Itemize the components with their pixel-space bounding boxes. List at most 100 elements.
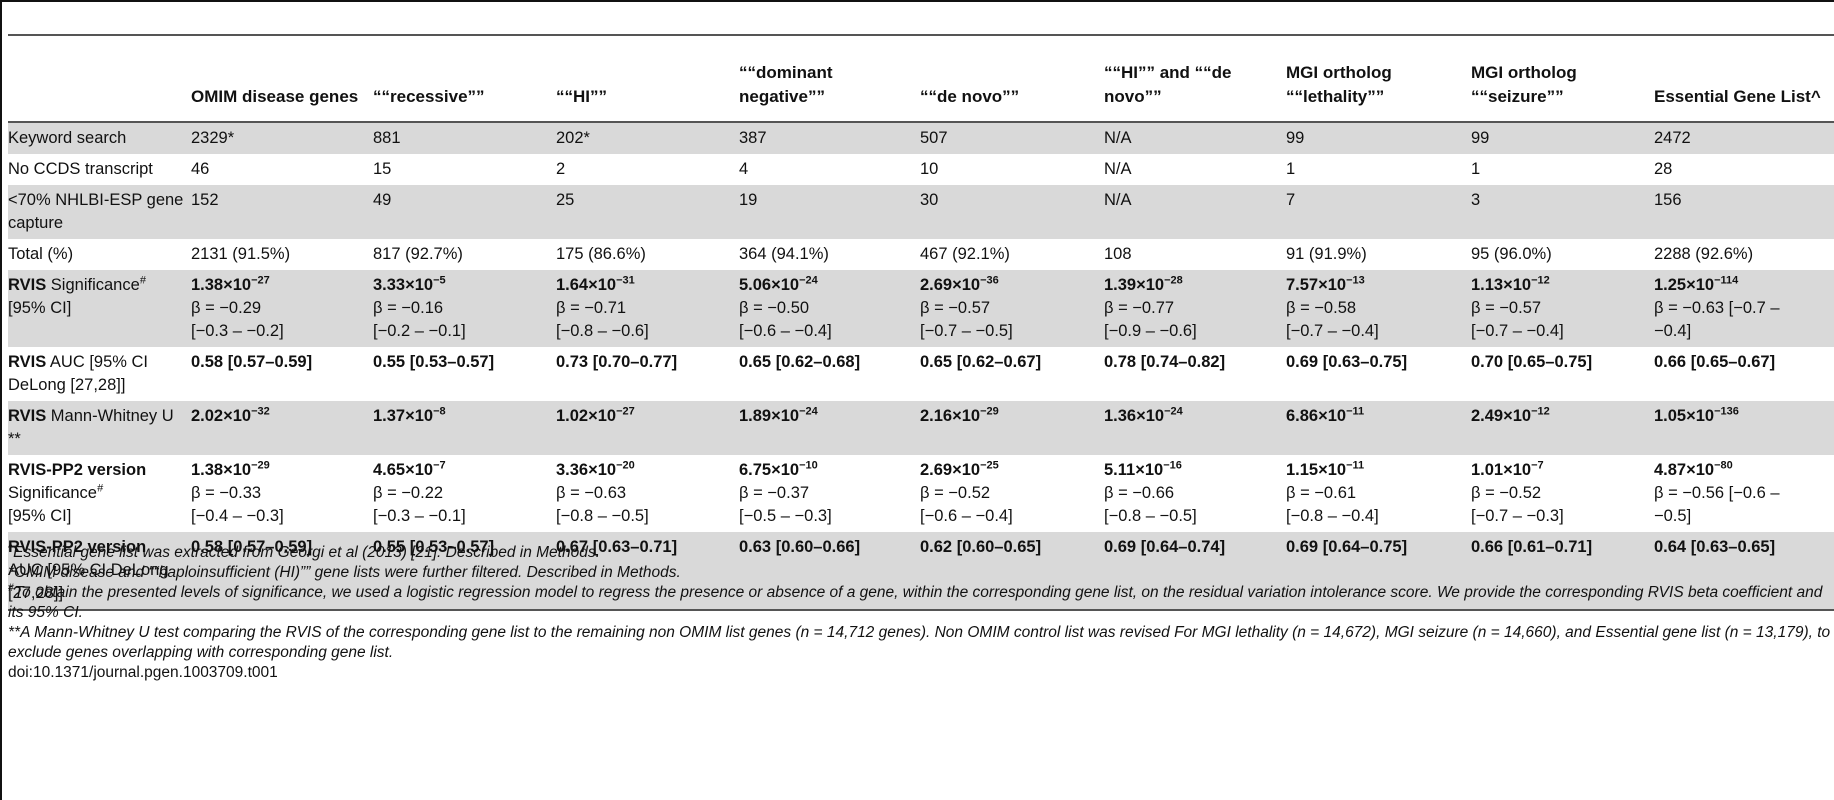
table-footnotes: ^Essential gene list was extracted from … [8,541,1834,683]
p-value-base: 4.65×10 [373,461,434,479]
beta-value: β = −0.71 [556,299,627,317]
p-value: 2.49×10−12 [1471,406,1550,425]
p-value-base: 2.02×10 [191,407,252,425]
row-label-bold: RVIS-PP2 version [8,461,147,479]
p-value-exponent: −7 [1531,459,1544,472]
beta-value: β = −0.33 [191,484,262,502]
beta-value: β = −0.56 [−0.6 – [1654,484,1780,502]
p-value-exponent: −136 [1714,405,1739,418]
p-value: 5.11×10−16 [1104,460,1182,479]
p-value-base: 1.39×10 [1104,276,1165,294]
table-row-rvis-mw: RVIS Mann-Whitney U ** 2.02×10−32 1.37×10−… [8,401,1834,455]
table-cell: 152 [191,185,373,239]
beta-value: β = −0.77 [1104,299,1175,317]
p-value-base: 7.57×10 [1286,276,1347,294]
table-cell: 30 [920,185,1104,239]
p-value-exponent: −29 [980,405,999,418]
table-cell: 7.57×10−13 β = −0.58 [−0.7 – −0.4] [1286,270,1471,347]
table-cell: 95 (96.0%) [1471,245,1552,263]
footnote-caret-mark: ^ [8,541,14,554]
confidence-interval: [−0.6 – −0.4] [739,322,832,340]
table-row-pp2-sig: RVIS-PP2 version Significance# [95% CI] 1.3… [8,455,1834,532]
table-cell: 202* [556,122,739,154]
row-label-text: AUC [95% CI DeLong [27,28]] [8,353,149,394]
table-cell: 0.78 [0.74–0.82] [1104,353,1226,371]
row-label-text: AUC [95% CI DeLong [27,28]] [8,561,169,602]
table-cell: 1.89×10−24 [739,401,920,455]
p-value-exponent: −8 [433,405,446,418]
p-value-base: 1.02×10 [556,407,617,425]
table-cell: 4.65×10−7 β = −0.22 [−0.3 – −0.1] [373,455,556,532]
row-label: RVIS-PP2 version Significance# [95% CI] [8,455,191,532]
doi-text: doi:10.1371/journal.pgen.1003709.t001 [8,664,278,681]
row-label-text: Significance [8,484,97,502]
row-label: No CCDS transcript [8,160,153,178]
header-row: OMIM disease genes ““recessive”” ““HI”” … [8,34,1834,123]
table-cell: 4 [739,160,749,178]
beta-value: β = −0.37 [739,484,810,502]
p-value-exponent: −29 [251,459,270,472]
p-value-base: 1.15×10 [1286,461,1347,479]
table-cell: 91 (91.9%) [1286,245,1367,263]
row-label-bold: RVIS [8,276,47,294]
table-cell: N/A [1104,122,1286,154]
header-dominant-negative: ““dominant negative”” [739,34,920,123]
table-cell: N/A [1104,160,1132,178]
row-label-bold: RVIS [8,353,47,371]
confidence-interval: [−0.7 – −0.3] [1471,507,1564,525]
table-cell: 1.38×10−27 β = −0.29 [−0.3 – −0.2] [191,270,373,347]
table-cell: 2.16×10−29 [920,401,1104,455]
table-cell: 5.06×10−24 β = −0.50 [−0.6 – −0.4] [739,270,920,347]
top-border-rule [0,0,1834,2]
table-cell: 19 [739,185,920,239]
p-value: 1.25×10−114 [1654,275,1738,294]
p-value: 1.13×10−12 [1471,274,1550,294]
beta-value: β = −0.29 [191,299,262,317]
p-value-exponent: −32 [251,405,270,418]
confidence-interval: [−0.7 – −0.4] [1471,322,1564,340]
p-value-exponent: −28 [1164,274,1183,287]
table-cell: 881 [373,122,556,154]
table-cell: 0.64 [0.63–0.65] [1654,532,1834,611]
p-value-base: 1.36×10 [1104,407,1165,425]
p-value-base: 1.05×10 [1654,407,1715,425]
p-value-base: 1.38×10 [191,461,252,479]
p-value-exponent: −11 [1346,459,1365,472]
p-value-exponent: −24 [799,405,818,418]
footnote-mann-whitney: **A Mann-Whitney U test comparing the RV… [8,624,1831,661]
table-cell: 0.67 [0.63–0.71] [556,532,739,611]
table-cell: 364 (94.1%) [739,245,829,263]
confidence-interval: [−0.3 – −0.2] [191,322,284,340]
p-value-exponent: −24 [799,274,818,287]
header-mgi-lethality: MGI ortholog ““lethality”” [1286,34,1471,123]
table-cell: 0.66 [0.65–0.67] [1654,353,1776,371]
p-value-base: 5.06×10 [739,276,800,294]
table-cell: 1 [1471,160,1481,178]
table-cell: 10 [920,160,939,178]
confidence-interval: [−0.7 – −0.5] [920,322,1013,340]
table-cell: 0.69 [0.64–0.74] [1104,532,1286,611]
p-value-base: 6.86×10 [1286,407,1347,425]
confidence-interval: [−0.4 – −0.3] [191,507,284,525]
beta-value: β = −0.57 [1471,299,1542,317]
row-label-bold: RVIS [8,407,47,425]
table-cell: 1.13×10−12 β = −0.57 [−0.7 – −0.4] [1471,270,1654,347]
p-value: 2.69×10−36 [920,275,999,294]
p-value: 4.65×10−7 [373,460,446,479]
table-cell: 7 [1286,185,1471,239]
table-row-rvis-sig: RVIS Significance# [95% CI] 1.38×10−27 β = … [8,270,1834,347]
confidence-interval: −0.4] [1654,322,1692,340]
table-header: OMIM disease genes ““recessive”” ““HI”” … [8,34,1834,123]
row-label-ci: [95% CI] [8,299,72,317]
table-cell: 0.55 [0.53–0.57] [373,532,556,611]
table-row-total: Total (%) 2131 (91.5%) 817 (92.7%) 175 (86.… [8,239,1834,270]
table-cell: 1.15×10−11 β = −0.61 [−0.8 – −0.4] [1286,455,1471,532]
beta-value: β = −0.57 [920,299,991,317]
table-cell: 99 [1471,122,1654,154]
p-value-base: 1.25×10 [1654,276,1715,294]
p-value-exponent: −12 [1531,274,1550,287]
p-value-exponent: −11 [1346,405,1365,418]
row-label: RVIS Mann-Whitney U ** [8,401,191,455]
p-value-exponent: −5 [433,274,446,287]
p-value: 1.89×10−24 [739,405,818,425]
